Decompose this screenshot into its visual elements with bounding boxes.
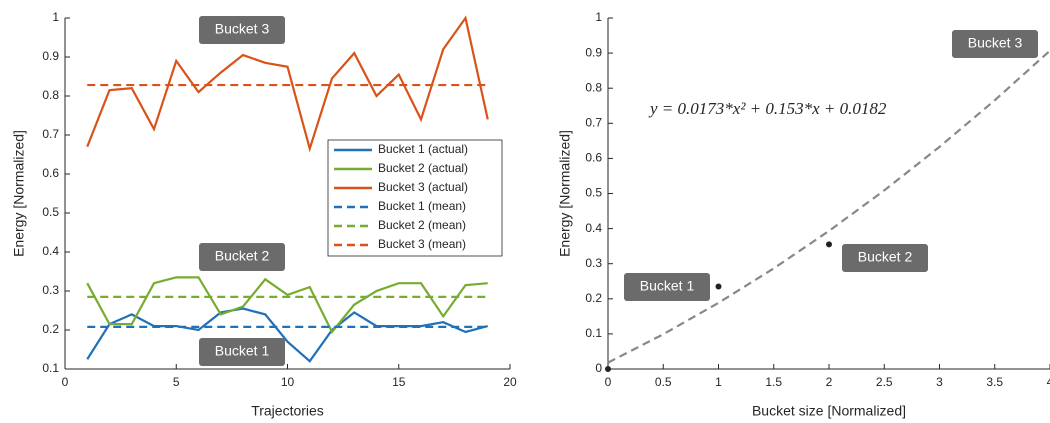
legend-box xyxy=(327,139,503,257)
y-axis-label: Energy [Normalized] xyxy=(557,130,573,257)
x-tick-label: 0 xyxy=(605,375,612,389)
point xyxy=(715,283,722,290)
annotation: Bucket 3 xyxy=(215,21,270,37)
x-tick-label: 1.5 xyxy=(765,375,782,389)
y-axis-label: Energy [Normalized] xyxy=(11,130,27,257)
x-tick-label: 0 xyxy=(62,375,69,389)
y-tick-label: 0.6 xyxy=(42,166,59,180)
legend-label: Bucket 2 (actual) xyxy=(378,161,468,175)
y-tick-label: 0.1 xyxy=(585,326,602,340)
x-tick-label: 2 xyxy=(826,375,833,389)
series-line xyxy=(607,49,1050,364)
legend-label: Bucket 3 (actual) xyxy=(378,180,468,194)
point xyxy=(826,241,832,248)
x-tick-label: 5 xyxy=(173,375,180,389)
legend-label: Bucket 1 (mean) xyxy=(378,199,466,213)
annotation-box xyxy=(842,244,928,272)
y-tick-label: 0.2 xyxy=(585,291,602,305)
y-tick-label: 0 xyxy=(595,361,602,375)
x-axis-label: Trajectories xyxy=(251,403,324,419)
legend-label: Bucket 3 (mean) xyxy=(378,237,466,251)
y-tick-label: 0.5 xyxy=(42,205,59,219)
x-tick-label: 3.5 xyxy=(986,375,1003,389)
annotation: Bucket 1 xyxy=(215,343,270,359)
x-tick-label: 10 xyxy=(281,375,295,389)
annotation: Bucket 3 xyxy=(968,35,1023,51)
y-tick-label: 0.4 xyxy=(42,244,59,258)
y-tick-label: 0.8 xyxy=(585,80,602,94)
y-tick-label: 0.9 xyxy=(585,45,602,59)
y-tick-label: 0.8 xyxy=(42,88,59,102)
y-tick-label: 0.3 xyxy=(585,256,602,270)
y-tick-label: 1 xyxy=(595,10,602,24)
annotation: Bucket 2 xyxy=(858,249,913,265)
y-tick-label: 0.2 xyxy=(42,322,59,336)
y-tick-label: 0.4 xyxy=(585,221,602,235)
series-line xyxy=(86,15,489,153)
x-tick-label: 3 xyxy=(936,375,943,389)
y-tick-label: 0.7 xyxy=(585,115,602,129)
annotation-box xyxy=(199,16,285,44)
y-tick-label: 0.5 xyxy=(585,186,602,200)
x-tick-label: 1 xyxy=(715,375,722,389)
x-tick-label: 0.5 xyxy=(655,375,672,389)
y-tick-label: 0.9 xyxy=(42,49,59,63)
y-tick-label: 0.7 xyxy=(42,127,59,141)
series-line xyxy=(86,276,488,334)
annotation-box xyxy=(199,338,285,366)
y-tick-label: 1 xyxy=(52,10,59,24)
annotation: Bucket 2 xyxy=(215,248,270,264)
y-tick-label: 0.3 xyxy=(42,283,59,297)
y-tick-label: 0.6 xyxy=(585,151,602,165)
annotation-box xyxy=(952,30,1038,58)
x-tick-label: 2.5 xyxy=(876,375,893,389)
legend-label: Bucket 1 (actual) xyxy=(378,142,468,156)
x-tick-label: 15 xyxy=(392,375,406,389)
x-axis-label: Bucket size [Normalized] xyxy=(752,403,906,419)
legend-label: Bucket 2 (mean) xyxy=(378,218,466,232)
equation: y = 0.0173*x² + 0.153*x + 0.0182 xyxy=(648,99,887,118)
annotation-box xyxy=(624,273,710,301)
point xyxy=(605,366,611,372)
series-line xyxy=(86,307,489,363)
x-tick-label: 20 xyxy=(503,375,517,389)
annotation-box xyxy=(199,243,285,271)
x-tick-label: 4 xyxy=(1047,375,1050,389)
y-tick-label: 0.1 xyxy=(42,361,59,375)
annotation: Bucket 1 xyxy=(640,278,695,294)
